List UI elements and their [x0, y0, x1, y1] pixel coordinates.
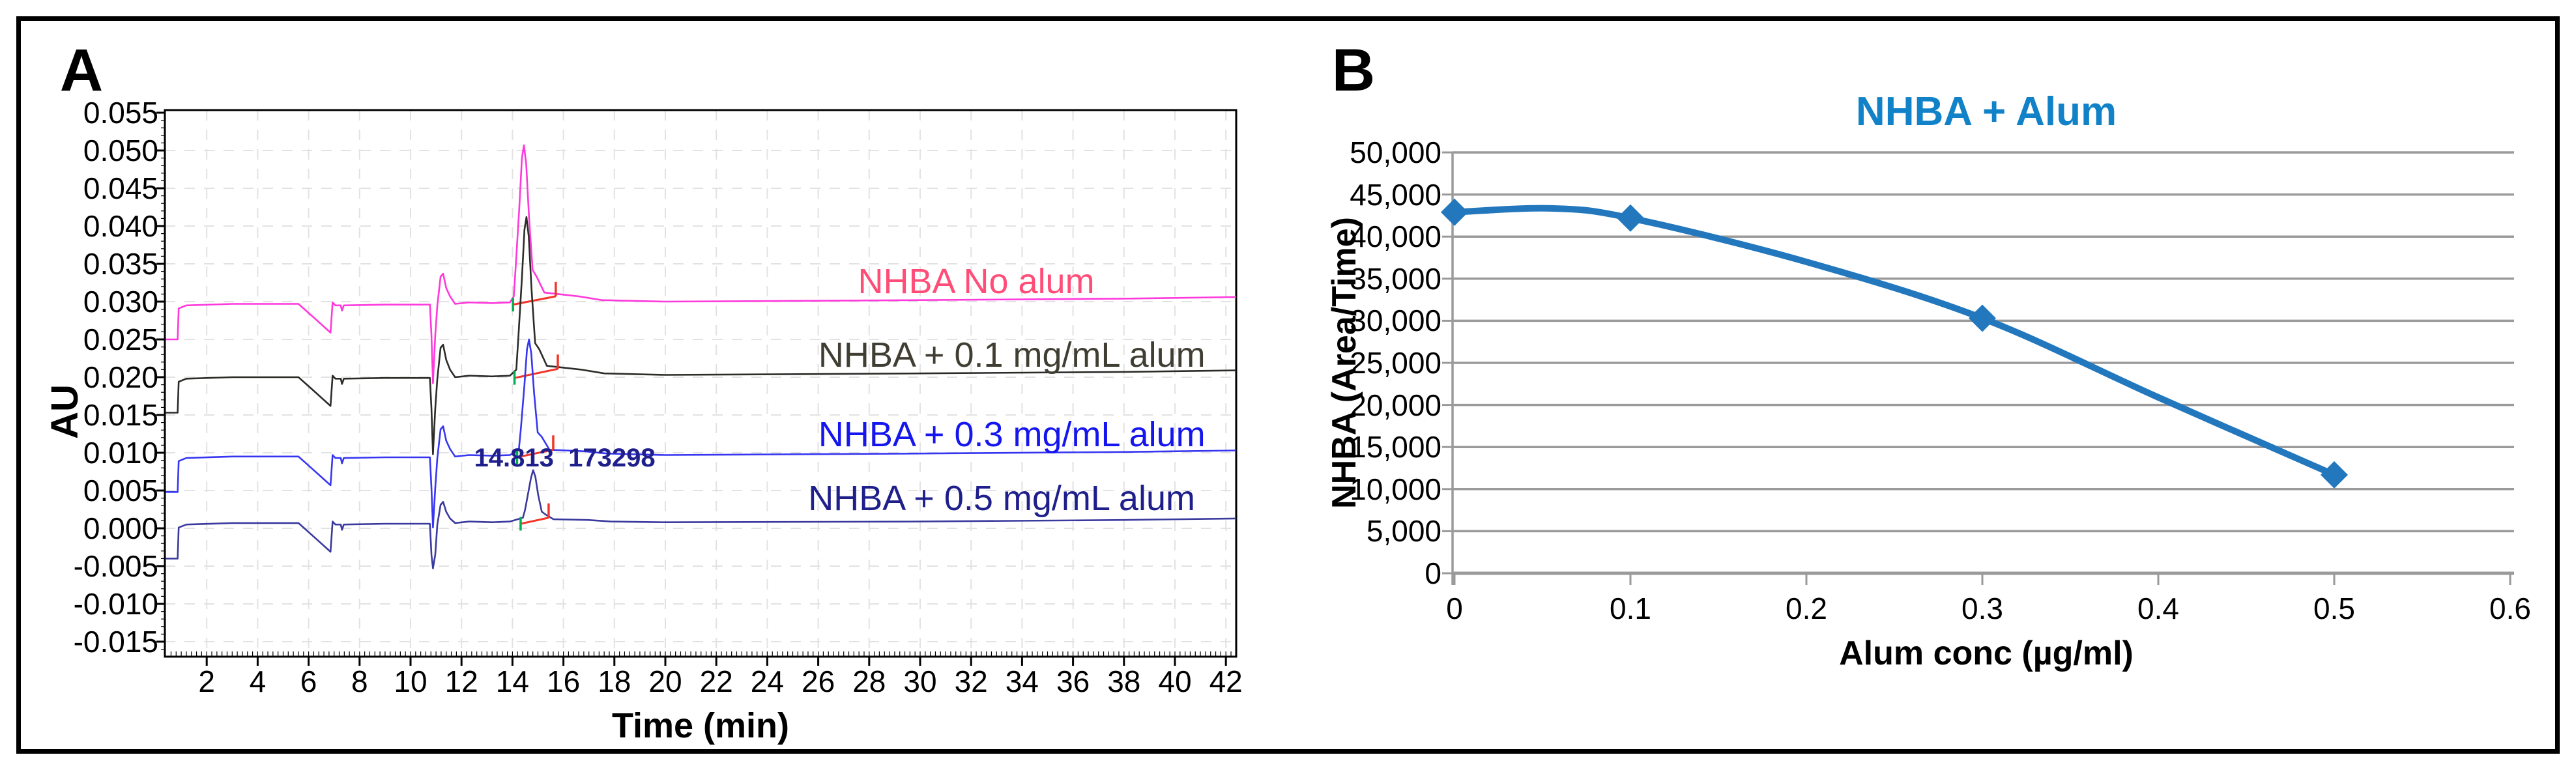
panel-a-x-tick-36: 36: [1056, 664, 1090, 698]
trace-label-1: NHBA + 0.1 mg/mL alum: [818, 335, 1206, 375]
panel-a-y-axis-title: AU: [44, 384, 86, 439]
panel-a-x-tick-12: 12: [444, 664, 478, 698]
panel-a-y-tick-0.035: 0.035: [83, 247, 158, 281]
panel-a-x-tick-28: 28: [852, 664, 886, 698]
panel-a-y-tick-0.025: 0.025: [83, 322, 158, 356]
panel-b-letter: B: [1331, 37, 1376, 104]
panel-a-x-tick-26: 26: [802, 664, 835, 698]
data-point-marker-0: [1441, 198, 1468, 226]
panel-a-x-tick-30: 30: [903, 664, 937, 698]
panel-a-y-tick-0.055: 0.055: [83, 96, 158, 130]
panel-b-y-tick-50,000: 50,000: [1350, 135, 1441, 169]
panel-a-x-tick-14: 14: [495, 664, 529, 698]
panel-a-y-tick--0.010: -0.010: [73, 587, 158, 621]
panel-a-y-tick-0.005: 0.005: [83, 474, 158, 507]
chromatogram-trace-2: [166, 338, 1236, 529]
panel-a-x-tick-20: 20: [648, 664, 682, 698]
peak-retention-area-annotation: 14.813 173298: [474, 444, 656, 473]
panel-b-y-tick-15,000: 15,000: [1350, 430, 1441, 464]
trace-label-2: NHBA + 0.3 mg/mL alum: [818, 415, 1206, 455]
panel-a-y-tick-0.020: 0.020: [83, 360, 158, 394]
panel-b-x-tick-0.6: 0.6: [2489, 592, 2531, 625]
trace-label-3: NHBA + 0.5 mg/mL alum: [808, 478, 1195, 518]
panel-b-y-tick-45,000: 45,000: [1350, 177, 1441, 212]
panel-a-x-tick-42: 42: [1209, 664, 1243, 698]
panel-a-y-tick-0.045: 0.045: [83, 171, 158, 205]
panel-a-y-tick-0.015: 0.015: [83, 398, 158, 432]
panel-b-chart-title: NHBA + Alum: [1855, 89, 2117, 134]
panel-b-x-tick-0: 0: [1446, 592, 1463, 625]
data-point-marker-1: [1617, 204, 1644, 232]
panel-b-x-tick-0.4: 0.4: [2137, 592, 2179, 625]
panel-a-x-tick-4: 4: [249, 664, 267, 698]
panel-b-x-axis-title: Alum conc (µg/ml): [1839, 635, 2134, 672]
panel-a-x-tick-10: 10: [394, 664, 427, 698]
panel-a-letter: A: [59, 37, 104, 104]
panel-a-x-tick-34: 34: [1005, 664, 1039, 698]
panel-a-x-tick-2: 2: [198, 664, 215, 698]
panel-b-x-tick-0.2: 0.2: [1786, 592, 1827, 625]
panel-a-y-tick-0.040: 0.040: [83, 209, 158, 243]
panel-a-x-tick-38: 38: [1107, 664, 1141, 698]
chromatogram-trace-0: [166, 144, 1236, 384]
data-point-marker-3: [2321, 461, 2348, 489]
trace-label-0: NHBA No alum: [858, 261, 1095, 301]
panel-b-y-tick-10,000: 10,000: [1350, 472, 1441, 506]
panel-a-y-tick--0.005: -0.005: [73, 549, 158, 583]
panel-a-x-tick-8: 8: [351, 664, 368, 698]
panel-a-x-tick-6: 6: [300, 664, 317, 698]
panel-b-x-tick-0.3: 0.3: [1961, 592, 2003, 625]
chromatogram-trace-1: [166, 216, 1236, 455]
panel-b-y-tick-5,000: 5,000: [1366, 514, 1441, 549]
panel-b-y-tick-30,000: 30,000: [1350, 304, 1441, 338]
data-point-marker-2: [1969, 304, 1996, 332]
panel-b-y-tick-40,000: 40,000: [1350, 220, 1441, 254]
panel-b-y-tick-35,000: 35,000: [1350, 261, 1441, 296]
panel-a-x-tick-40: 40: [1158, 664, 1192, 698]
panel-b-y-tick-0: 0: [1425, 556, 1441, 590]
panel-a-y-tick-0.000: 0.000: [83, 511, 158, 545]
panel-a-x-tick-24: 24: [750, 664, 784, 698]
panel-a-x-axis-title: Time (min): [611, 706, 790, 745]
chromatogram-trace-3: [166, 469, 1236, 569]
panel-a-y-tick-0.030: 0.030: [83, 285, 158, 319]
panel-a-x-tick-18: 18: [598, 664, 631, 698]
panel-a-y-tick-0.010: 0.010: [83, 436, 158, 470]
panel-b-y-tick-25,000: 25,000: [1350, 346, 1441, 380]
panel-a-y-tick-0.050: 0.050: [83, 134, 158, 167]
panel-b-x-tick-0.5: 0.5: [2313, 592, 2355, 625]
alum-response-curve: [1451, 205, 2337, 478]
panel-a-x-tick-22: 22: [699, 664, 733, 698]
panel-a-x-tick-32: 32: [954, 664, 988, 698]
panel-b-y-tick-20,000: 20,000: [1350, 388, 1441, 422]
panel-b-x-tick-0.1: 0.1: [1610, 592, 1651, 625]
panel-a-x-tick-16: 16: [547, 664, 581, 698]
panel-a-y-tick--0.015: -0.015: [73, 625, 158, 659]
